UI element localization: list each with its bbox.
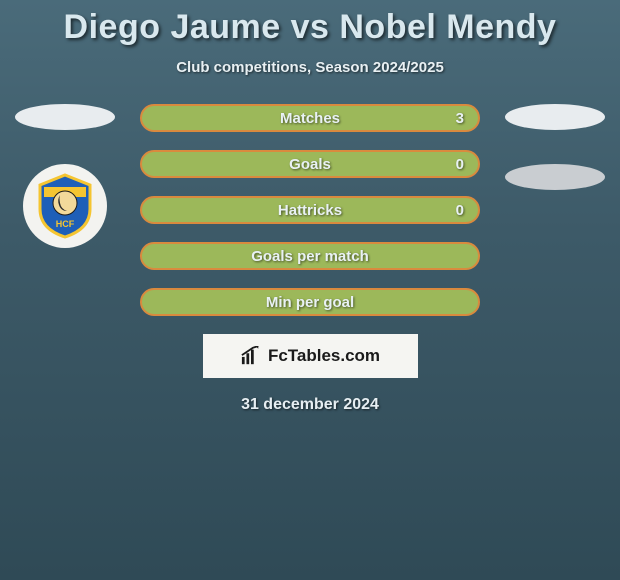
- stat-row-matches: Matches 3: [140, 104, 480, 132]
- stat-row-min-per-goal: Min per goal: [140, 288, 480, 316]
- branding-text: FcTables.com: [268, 346, 380, 366]
- svg-text:HCF: HCF: [56, 219, 75, 229]
- stat-label: Goals per match: [251, 248, 369, 265]
- stat-label: Hattricks: [278, 202, 342, 219]
- player-right-avatar-placeholder: [505, 104, 605, 130]
- stats-list: Matches 3 Goals 0 Hattricks 0 Goals per …: [140, 104, 480, 316]
- player-right-club-placeholder: [505, 164, 605, 190]
- player-left-avatar-placeholder: [15, 104, 115, 130]
- stat-row-hattricks: Hattricks 0: [140, 196, 480, 224]
- stat-label: Goals: [289, 156, 331, 173]
- left-player-column: HCF: [10, 104, 120, 248]
- chart-icon: [240, 346, 262, 366]
- stat-right-value: 0: [456, 202, 464, 219]
- subtitle: Club competitions, Season 2024/2025: [0, 59, 620, 76]
- stat-row-goals-per-match: Goals per match: [140, 242, 480, 270]
- stat-right-value: 3: [456, 110, 464, 127]
- stat-row-goals: Goals 0: [140, 150, 480, 178]
- club-crest-icon: HCF: [30, 171, 100, 241]
- stat-label: Min per goal: [266, 294, 354, 311]
- stat-right-value: 0: [456, 156, 464, 173]
- page-title: Diego Jaume vs Nobel Mendy: [0, 0, 620, 47]
- date-text: 31 december 2024: [0, 396, 620, 414]
- player-left-club-badge: HCF: [23, 164, 107, 248]
- comparison-content: HCF Matches 3 Goals 0 Hattricks 0 Goals …: [0, 104, 620, 414]
- branding-box: FcTables.com: [203, 334, 418, 378]
- right-player-column: [500, 104, 610, 190]
- stat-label: Matches: [280, 110, 340, 127]
